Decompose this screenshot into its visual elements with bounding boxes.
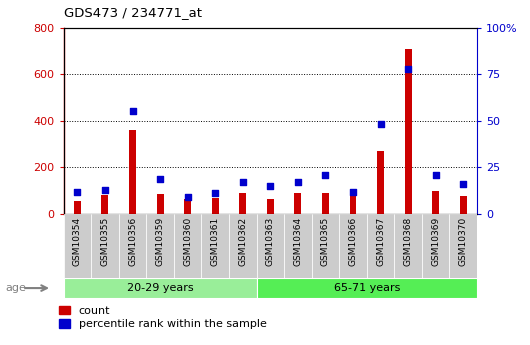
Bar	[460, 196, 466, 214]
Text: 65-71 years: 65-71 years	[333, 283, 400, 293]
Text: GSM10366: GSM10366	[349, 217, 357, 266]
Bar	[449, 214, 477, 278]
Bar	[294, 193, 301, 214]
Text: GSM10359: GSM10359	[156, 217, 164, 266]
Point	[101, 187, 109, 193]
Bar	[367, 214, 394, 278]
Text: GSM10355: GSM10355	[101, 217, 109, 266]
Text: GSM10367: GSM10367	[376, 217, 385, 266]
Text: GSM10356: GSM10356	[128, 217, 137, 266]
Bar	[146, 214, 174, 278]
Text: GSM10354: GSM10354	[73, 217, 82, 266]
Text: GSM10368: GSM10368	[404, 217, 412, 266]
Bar	[257, 214, 284, 278]
Bar	[339, 214, 367, 278]
Bar	[267, 199, 273, 214]
Bar	[394, 214, 422, 278]
Bar	[422, 214, 449, 278]
Point	[183, 194, 192, 200]
Text: 20-29 years: 20-29 years	[127, 283, 193, 293]
Bar	[64, 214, 91, 278]
Point	[376, 122, 385, 127]
Bar	[184, 199, 191, 214]
Bar	[201, 214, 229, 278]
Text: GSM10370: GSM10370	[459, 217, 467, 266]
Bar	[64, 278, 257, 298]
Legend: count, percentile rank within the sample: count, percentile rank within the sample	[58, 306, 267, 329]
Point	[156, 176, 164, 181]
Bar	[129, 130, 136, 214]
Text: GSM10363: GSM10363	[266, 217, 275, 266]
Point	[238, 179, 247, 185]
Text: GSM10362: GSM10362	[238, 217, 247, 266]
Bar	[211, 198, 218, 214]
Text: GSM10365: GSM10365	[321, 217, 330, 266]
Bar	[157, 194, 163, 214]
Point	[459, 181, 467, 187]
Bar	[284, 214, 312, 278]
Point	[211, 191, 219, 196]
Bar	[91, 214, 119, 278]
Point	[294, 179, 302, 185]
Bar	[322, 193, 329, 214]
Point	[73, 189, 82, 194]
Bar	[377, 151, 384, 214]
Bar	[101, 195, 108, 214]
Point	[404, 66, 412, 71]
Point	[266, 183, 275, 189]
Bar	[350, 196, 356, 214]
Text: GSM10360: GSM10360	[183, 217, 192, 266]
Text: GSM10361: GSM10361	[211, 217, 219, 266]
Bar	[257, 278, 477, 298]
Bar	[312, 214, 339, 278]
Text: age: age	[5, 283, 26, 293]
Point	[349, 189, 357, 194]
Text: GSM10369: GSM10369	[431, 217, 440, 266]
Bar	[229, 214, 257, 278]
Bar	[239, 193, 246, 214]
Bar	[405, 49, 411, 214]
Text: GSM10364: GSM10364	[294, 217, 302, 266]
Point	[321, 172, 330, 178]
Text: GDS473 / 234771_at: GDS473 / 234771_at	[64, 6, 201, 19]
Bar	[174, 214, 201, 278]
Bar	[119, 214, 146, 278]
Bar	[74, 201, 81, 214]
Bar	[432, 190, 439, 214]
Point	[431, 172, 440, 178]
Point	[128, 109, 137, 114]
